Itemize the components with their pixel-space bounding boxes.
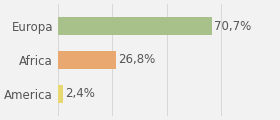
Bar xyxy=(58,17,212,35)
Text: 26,8%: 26,8% xyxy=(118,54,156,66)
Bar xyxy=(58,51,116,69)
Bar xyxy=(58,85,63,103)
Text: 70,7%: 70,7% xyxy=(214,20,251,33)
Text: 2,4%: 2,4% xyxy=(65,87,95,100)
